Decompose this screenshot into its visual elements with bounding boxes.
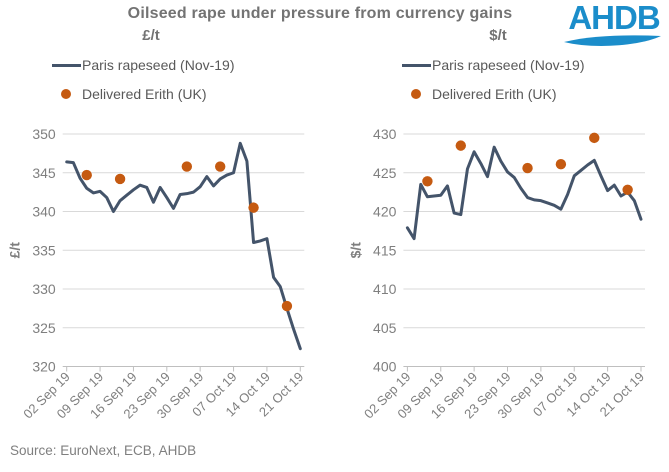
y-axis-tick-label: 415: [373, 242, 397, 258]
line-swatch-icon: [402, 63, 431, 67]
right-axis-unit-title: $/t: [489, 27, 507, 44]
y-axis-tick-label: 320: [32, 359, 56, 375]
legend-item-erith: Delivered Erith (UK): [52, 86, 235, 102]
y-axis-tick-label: 420: [373, 204, 397, 220]
legend-item-erith: Delivered Erith (UK): [402, 86, 585, 102]
delivered-erith-dot: [522, 162, 533, 174]
y-axis-tick-label: 340: [32, 204, 56, 220]
y-axis-tick-label: 430: [373, 126, 397, 142]
legend-left: Paris rapeseed (Nov-19) Delivered Erith …: [52, 57, 235, 115]
delivered-erith-dot: [555, 159, 567, 170]
ahdb-logo: AHDB: [563, 1, 665, 49]
delivered-erith-dot: [622, 184, 633, 195]
paris-rapeseed-line: [65, 141, 302, 351]
legend-dot-label: Delivered Erith (UK): [432, 86, 557, 102]
y-axis-tick-label: 405: [373, 320, 397, 336]
y-axis-unit-label: £/t: [7, 242, 23, 259]
dot-swatch-icon: [61, 89, 71, 99]
y-axis-tick-label: 330: [32, 281, 56, 297]
y-axis-tick-label: 345: [32, 165, 56, 181]
delivered-erith-dot: [455, 140, 466, 151]
left-axis-unit-title: £/t: [142, 27, 160, 44]
y-axis-tick-label: 410: [373, 281, 397, 297]
line-swatch-icon: [52, 63, 81, 67]
source-note: Source: EuroNext, ECB, AHDB: [10, 443, 197, 458]
delivered-erith-dot: [181, 161, 193, 172]
paris-rapeseed-line: [405, 145, 643, 241]
y-axis-tick-label: 325: [32, 320, 56, 336]
delivered-erith-dot: [281, 300, 293, 312]
y-axis-tick-label: 350: [32, 126, 56, 142]
legend-right: Paris rapeseed (Nov-19) Delivered Erith …: [402, 57, 585, 115]
y-axis-tick-label: 400: [373, 359, 397, 375]
legend-line-label: Paris rapeseed (Nov-19): [432, 57, 585, 73]
legend-item-paris: Paris rapeseed (Nov-19): [52, 57, 235, 73]
y-axis-tick-label: 425: [373, 165, 397, 181]
ahdb-logo-text: AHDB: [568, 0, 660, 36]
delivered-erith-dot: [248, 202, 259, 213]
delivered-erith-dot: [114, 173, 126, 185]
delivered-erith-dot: [422, 176, 433, 187]
legend-dot-label: Delivered Erith (UK): [82, 86, 207, 102]
y-axis-unit-label: $/t: [347, 242, 363, 259]
delivered-erith-dot: [81, 169, 92, 181]
ahdb-wave-icon: [564, 35, 661, 46]
delivered-erith-dot: [215, 161, 226, 172]
y-axis-tick-label: 335: [32, 242, 56, 258]
legend-item-paris: Paris rapeseed (Nov-19): [402, 57, 585, 73]
dot-swatch-icon: [411, 89, 421, 99]
page-title: Oilseed rape under pressure from currenc…: [127, 5, 513, 22]
delivered-erith-dot: [589, 132, 600, 144]
legend-line-label: Paris rapeseed (Nov-19): [82, 57, 235, 73]
